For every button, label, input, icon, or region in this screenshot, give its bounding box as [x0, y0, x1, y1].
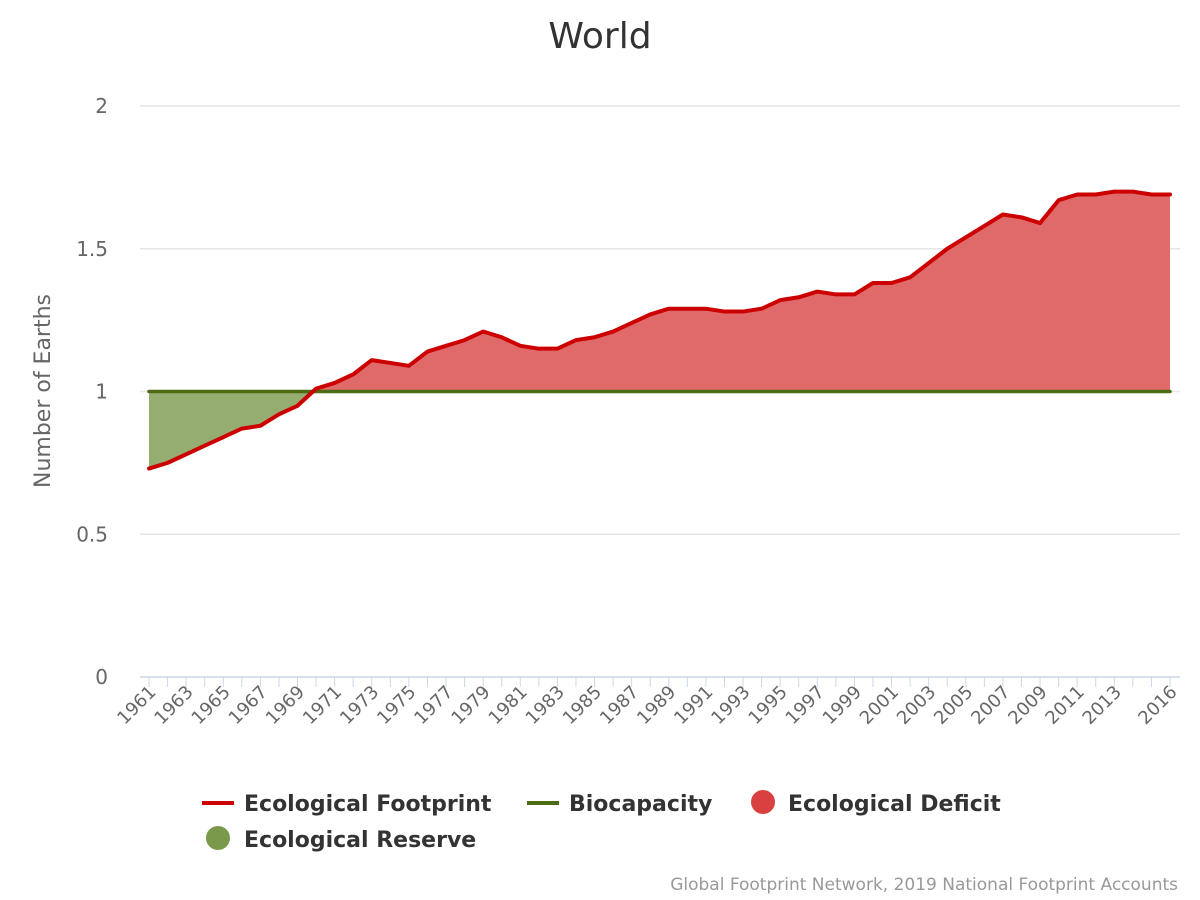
- x-tick-label: 1987: [596, 682, 643, 729]
- y-tick-label: 0: [95, 665, 108, 689]
- x-tick-label: 1995: [744, 682, 791, 729]
- x-tick-label: 1977: [410, 682, 457, 729]
- y-axis-ticks: 0 0.5 1 1.5 2: [76, 94, 108, 689]
- y-tick-label: 2: [95, 94, 108, 118]
- y-tick-label: 0.5: [76, 522, 108, 546]
- x-axis-ticks: 1961196319651967196919711973197519771979…: [113, 682, 1181, 729]
- ecological-reserve-area: [149, 391, 313, 469]
- x-tick-label: 2003: [893, 682, 940, 729]
- x-tick-label: 1991: [670, 682, 717, 729]
- x-tick-label: 2005: [930, 682, 977, 729]
- ecological-footprint-line[interactable]: [147, 189, 1172, 471]
- legend-label-ecological-footprint: Ecological Footprint: [244, 792, 492, 817]
- x-tick-label: 1971: [299, 682, 346, 729]
- legend-circle-icon: [206, 826, 230, 850]
- ecological-deficit-area: [312, 191, 1171, 392]
- x-tick-label: 1961: [113, 682, 160, 729]
- x-tick-label: 1999: [819, 682, 866, 729]
- x-tick-label: 1993: [707, 682, 754, 729]
- x-tick-label: 1975: [373, 682, 420, 729]
- legend-item-ecological-footprint[interactable]: Ecological Footprint: [202, 792, 492, 817]
- x-tick-label: 1965: [188, 682, 235, 729]
- x-tick-label: 2009: [1004, 682, 1051, 729]
- x-tick-label: 1989: [633, 682, 680, 729]
- x-tick-label: 2013: [1079, 682, 1126, 729]
- x-tick-label: 1969: [262, 682, 309, 729]
- x-tick-label: 1963: [150, 682, 197, 729]
- x-tick-label: 1981: [485, 682, 532, 729]
- legend-label-ecological-reserve: Ecological Reserve: [244, 828, 476, 853]
- y-tick-label: 1.5: [76, 237, 108, 261]
- x-tick-label: 2001: [856, 682, 903, 729]
- legend-label-ecological-deficit: Ecological Deficit: [788, 792, 1001, 817]
- series-lines: [147, 189, 1172, 471]
- y-axis-title: Number of Earths: [31, 294, 56, 488]
- legend-circle-icon: [751, 790, 775, 814]
- x-tick-label: 2011: [1041, 682, 1088, 729]
- axes: [140, 676, 1180, 687]
- legend-label-biocapacity: Biocapacity: [569, 792, 712, 817]
- credits[interactable]: Global Footprint Network, 2019 National …: [670, 875, 1178, 895]
- area-fills: [149, 191, 1171, 469]
- legend-item-biocapacity[interactable]: Biocapacity: [527, 792, 712, 817]
- legend-item-ecological-deficit[interactable]: Ecological Deficit: [751, 790, 1001, 817]
- x-tick-label: 1973: [336, 682, 383, 729]
- y-tick-label: 1: [95, 380, 108, 404]
- x-tick-label: 1979: [447, 682, 494, 729]
- x-tick-label: 1983: [522, 682, 569, 729]
- chart-title: World: [548, 16, 651, 57]
- x-tick-label: 2016: [1134, 682, 1181, 729]
- legend: Ecological Footprint Biocapacity Ecologi…: [202, 790, 1001, 853]
- x-tick-label: 1997: [782, 682, 829, 729]
- x-tick-label: 2007: [967, 682, 1014, 729]
- x-tick-label: 1985: [559, 682, 606, 729]
- legend-item-ecological-reserve[interactable]: Ecological Reserve: [206, 826, 476, 853]
- x-tick-label: 1967: [225, 682, 272, 729]
